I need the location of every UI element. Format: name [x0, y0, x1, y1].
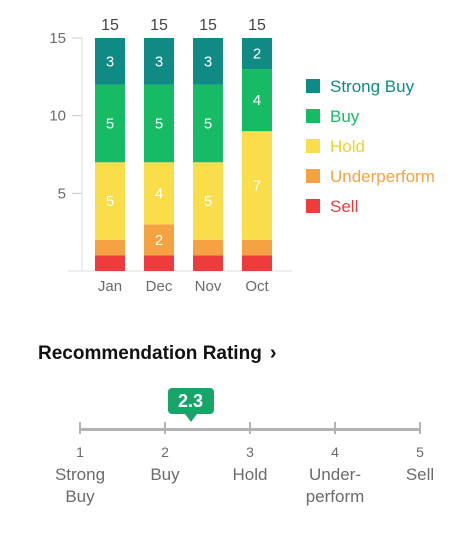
- bar-segment-hold: [242, 131, 272, 240]
- bar-segment-label: 3: [204, 53, 212, 70]
- recommendation-rating-link[interactable]: Recommendation Rating ›: [38, 342, 276, 365]
- bar-segment-strong-buy: [95, 38, 125, 85]
- bar-segment-label: 4: [253, 92, 261, 109]
- scale-tick: [419, 422, 421, 434]
- scale-tick: [164, 422, 166, 434]
- bar-total-label: 15: [150, 17, 168, 34]
- scale-number: 1: [76, 444, 84, 460]
- scale-number: 4: [331, 444, 339, 460]
- scale-label: Sell: [405, 465, 435, 484]
- bar-segment-underperform: [242, 239, 272, 256]
- x-tick-label: Dec: [146, 278, 173, 295]
- bar-segment-hold: [193, 162, 223, 240]
- bar-segment-label: 5: [106, 193, 114, 210]
- bar-segment-label: 5: [155, 115, 163, 132]
- bar-segment-label: 5: [204, 193, 212, 210]
- scale-tick: [79, 422, 81, 434]
- bar-segment-label: 3: [106, 53, 114, 70]
- y-tick-label: 10: [49, 108, 66, 125]
- bar-segment-label: 7: [253, 178, 261, 195]
- x-tick-label: Oct: [245, 278, 269, 295]
- legend-item-label: Sell: [330, 197, 358, 216]
- bar-segment-sell: [95, 255, 125, 271]
- bar-segment-label: 2: [253, 46, 261, 63]
- scale-label: Strong Buy: [54, 465, 106, 506]
- legend-item-label: Buy: [330, 107, 360, 126]
- legend-swatch: [306, 169, 320, 183]
- scale-tick: [334, 422, 336, 434]
- bar-segment-sell: [144, 255, 174, 271]
- legend-swatch: [306, 199, 320, 213]
- y-tick-label: 15: [49, 30, 66, 47]
- scale-label: Hold: [232, 465, 268, 484]
- bar-segment-sell: [193, 255, 223, 271]
- bar-segment-label: 5: [106, 115, 114, 132]
- bar-total-label: 15: [199, 17, 217, 34]
- bar-segment-underperform: [95, 239, 125, 256]
- bar-segment-buy: [95, 84, 125, 163]
- bar-segment-strong-buy: [242, 38, 272, 70]
- scale-tick: [249, 422, 251, 434]
- recommendation-rating-section: Recommendation Rating › 2.3 1 Strong Buy 2 B…: [0, 330, 474, 533]
- bar-segment-underperform: [193, 239, 223, 256]
- scale-label: Under-perform: [305, 465, 365, 506]
- legend-swatch: [306, 79, 320, 93]
- bar-segment-sell: [242, 255, 272, 271]
- bar-segment-underperform: [144, 224, 174, 256]
- bar-segment-strong-buy: [193, 38, 223, 85]
- scale-number: 3: [246, 444, 254, 460]
- chevron-right-icon: ›: [269, 342, 277, 364]
- bar-segment-label: 4: [155, 185, 163, 202]
- bar-segment-buy: [193, 84, 223, 163]
- analyst-recommendation-chart: 5 10 15 5 5 3 15 Jan 2 4 5 3 15 Dec 5 5 3 15 Nov 7 4 2 15 Oct St…: [49, 17, 435, 295]
- bar-segment-label: 2: [155, 232, 163, 249]
- scale-number: 2: [161, 444, 169, 460]
- bar-segment-hold: [144, 162, 174, 225]
- scale-number: 5: [416, 444, 424, 460]
- recommendation-rating-title: Recommendation Rating: [38, 342, 262, 364]
- y-tick-label: 5: [58, 185, 66, 202]
- bar-total-label: 15: [248, 17, 266, 34]
- bar-segment-buy: [144, 84, 174, 163]
- bar-segment-buy: [242, 69, 272, 132]
- bar-segment-label: 3: [155, 53, 163, 70]
- legend-swatch: [306, 139, 320, 153]
- legend-item-label: Strong Buy: [330, 77, 415, 96]
- bar-segment-hold: [95, 162, 125, 240]
- x-tick-label: Nov: [195, 278, 222, 295]
- rating-marker: 2.3: [167, 388, 214, 422]
- scale-label: Buy: [150, 465, 180, 484]
- x-tick-label: Jan: [98, 278, 122, 295]
- legend-swatch: [306, 109, 320, 123]
- legend-item-label: Hold: [330, 137, 365, 156]
- bar-segment-label: 5: [204, 115, 212, 132]
- legend-item-label: Underperform: [330, 167, 435, 186]
- bar-total-label: 15: [101, 17, 119, 34]
- bar-segment-strong-buy: [144, 38, 174, 85]
